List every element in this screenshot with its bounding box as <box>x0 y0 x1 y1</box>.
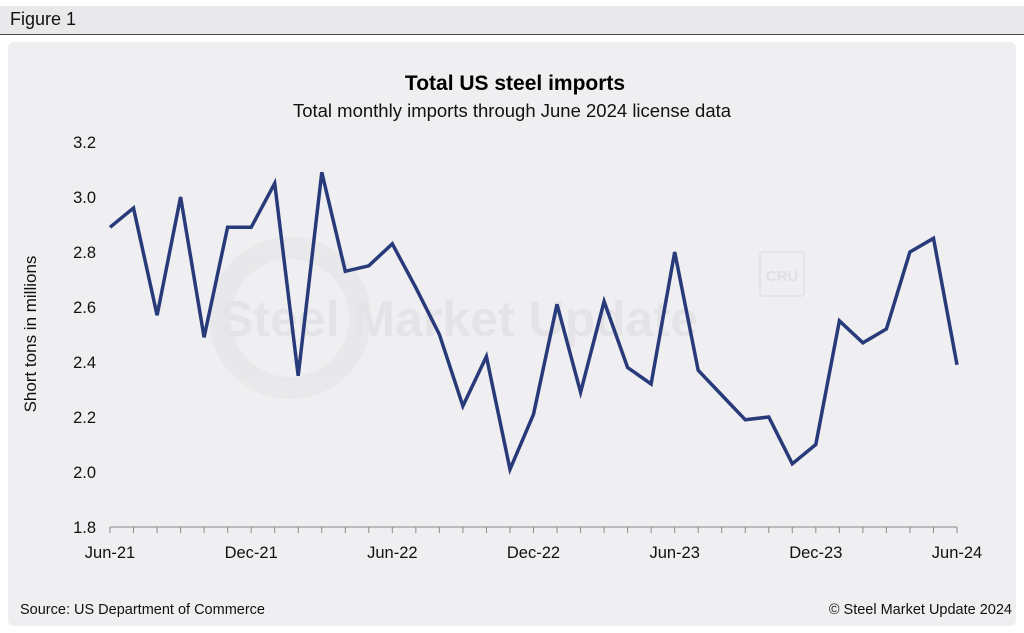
figure-label: Figure 1 <box>10 9 77 29</box>
x-axis-ticks <box>109 527 958 533</box>
chart-panel <box>8 42 1016 626</box>
copyright-note: © Steel Market Update 2024 <box>828 602 1012 618</box>
watermark-badge-box <box>759 251 805 297</box>
x-tick-label: Dec-21 <box>225 544 278 562</box>
y-tick-label: 2.6 <box>73 299 96 317</box>
y-tick-label: 1.8 <box>73 519 96 537</box>
watermark-badge: CRU <box>766 268 799 285</box>
watermark-logo <box>209 237 371 399</box>
x-axis-tick-labels: Jun-21 Dec-21 Jun-22 Dec-22 Jun-23 Dec-23 Jun-… <box>85 544 982 562</box>
y-tick-label: 2.4 <box>73 354 96 372</box>
watermark: Steel Market Update CRU <box>209 237 805 399</box>
x-tick-label: Jun-21 <box>85 544 135 562</box>
y-tick-label: 3.2 <box>73 134 96 152</box>
y-tick-label: 2.2 <box>73 409 96 427</box>
x-tick-label: Jun-22 <box>367 544 417 562</box>
y-axis-label: Short tons in millions <box>21 256 40 413</box>
y-tick-label: 2.0 <box>73 464 96 482</box>
chart-subtitle: Total monthly imports through June 2024 … <box>293 100 732 121</box>
y-tick-label: 2.8 <box>73 244 96 262</box>
source-note: Source: US Department of Commerce <box>20 602 265 618</box>
series-line <box>108 171 959 476</box>
figure-header: Figure 1 <box>0 6 1024 35</box>
x-tick-label: Dec-22 <box>507 544 560 562</box>
chart-title: Total US steel imports <box>405 72 625 95</box>
x-tick-label: Dec-23 <box>789 544 842 562</box>
y-axis-ticks: 1.8 2.0 2.2 2.4 2.6 2.8 3.0 3.2 <box>73 134 96 537</box>
x-tick-label: Jun-23 <box>649 544 699 562</box>
x-tick-label: Jun-24 <box>932 544 982 562</box>
y-tick-label: 3.0 <box>73 189 96 207</box>
